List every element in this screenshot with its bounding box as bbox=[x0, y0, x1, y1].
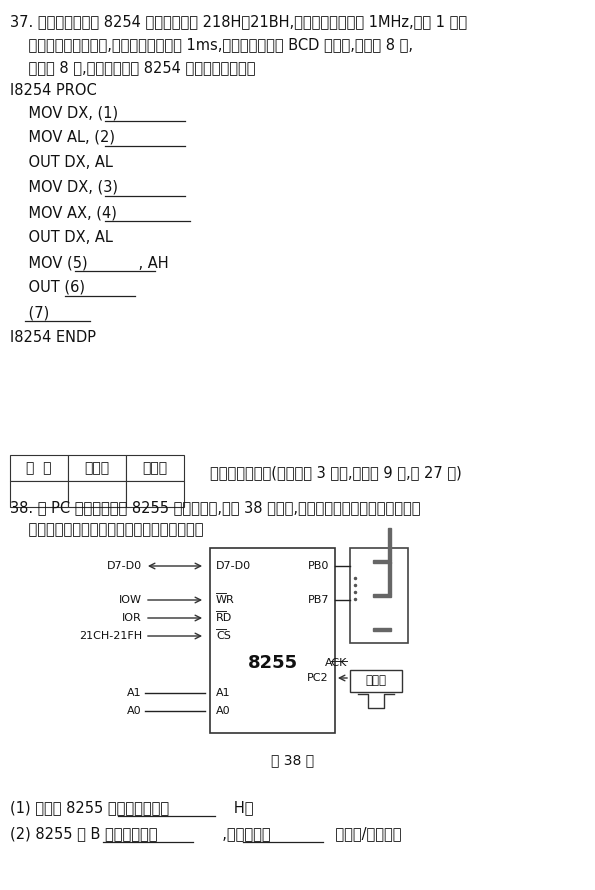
Text: A1: A1 bbox=[216, 688, 231, 698]
Text: 38. 设 PC 机外扩了一片 8255 及显示电路,如题 38 图所示,单脉冲电路产生的负脉冲模拟信: 38. 设 PC 机外扩了一片 8255 及显示电路,如题 38 图所示,单脉冲… bbox=[10, 500, 421, 515]
Bar bbox=[68, 455, 126, 481]
Text: 后写高 8 位,请完成下列对 8254 初始化的程序段。: 后写高 8 位,请完成下列对 8254 初始化的程序段。 bbox=[10, 60, 255, 75]
Text: I8254 ENDP: I8254 ENDP bbox=[10, 330, 96, 345]
Text: A0: A0 bbox=[127, 706, 142, 716]
Bar bbox=[373, 560, 391, 563]
Text: MOV DX, (1): MOV DX, (1) bbox=[10, 105, 118, 120]
Text: (7): (7) bbox=[10, 305, 49, 320]
Bar bbox=[68, 481, 126, 507]
Text: A0: A0 bbox=[216, 706, 231, 716]
Bar bbox=[350, 548, 408, 643]
Text: OUT (6): OUT (6) bbox=[10, 280, 85, 295]
Text: 得  分: 得 分 bbox=[26, 461, 52, 475]
Text: 复查人: 复查人 bbox=[142, 461, 168, 475]
Text: OUT DX, AL: OUT DX, AL bbox=[10, 155, 113, 170]
Text: D7-D0: D7-D0 bbox=[216, 561, 251, 571]
Bar bbox=[126, 455, 184, 481]
Bar bbox=[10, 455, 68, 481]
Text: OUT DX, AL: OUT DX, AL bbox=[10, 230, 113, 245]
Text: 题 38 图: 题 38 图 bbox=[271, 753, 314, 767]
Bar bbox=[373, 594, 391, 597]
Text: 数器工作在方波方式,输出信号的周期为 1ms,要求计数初值用 BCD 码方式,先写低 8 位,: 数器工作在方波方式,输出信号的周期为 1ms,要求计数初值用 BCD 码方式,先… bbox=[10, 37, 413, 52]
Text: (2) 8255 的 B 口工作在方式              ,传输方向是              （输出/输入）；: (2) 8255 的 B 口工作在方式 ,传输方向是 （输出/输入）； bbox=[10, 826, 402, 841]
Bar bbox=[388, 528, 391, 560]
Text: 8255: 8255 bbox=[248, 653, 298, 672]
Text: I8254 PROC: I8254 PROC bbox=[10, 83, 97, 98]
Text: CS: CS bbox=[216, 631, 231, 641]
Text: ACK: ACK bbox=[325, 658, 347, 668]
Text: 号控制数据传输的过程。根据要求回答问题。: 号控制数据传输的过程。根据要求回答问题。 bbox=[10, 522, 203, 537]
Text: 21CH-21FH: 21CH-21FH bbox=[79, 631, 142, 641]
Text: (1) 该外扩 8255 的控制口地址为              H；: (1) 该外扩 8255 的控制口地址为 H； bbox=[10, 800, 253, 815]
Text: 单脉冲: 单脉冲 bbox=[365, 675, 387, 687]
Text: A1: A1 bbox=[127, 688, 142, 698]
Bar bbox=[373, 628, 391, 631]
Text: RD: RD bbox=[216, 613, 232, 623]
Text: MOV AX, (4): MOV AX, (4) bbox=[10, 205, 117, 220]
Bar bbox=[10, 481, 68, 507]
Text: MOV AL, (2): MOV AL, (2) bbox=[10, 130, 115, 145]
Text: IOR: IOR bbox=[122, 613, 142, 623]
Bar bbox=[388, 562, 391, 594]
Text: 评卷人: 评卷人 bbox=[84, 461, 109, 475]
Text: 37. 设系统外扩一片 8254 的端口地址为 218H～21BH,若输入时钟频率为 1MHz,要求 1 号计: 37. 设系统外扩一片 8254 的端口地址为 218H～21BH,若输入时钟频… bbox=[10, 14, 467, 29]
Text: MOV (5)           , AH: MOV (5) , AH bbox=[10, 255, 168, 270]
Text: 五、综合应用题(本大题共 3 小题,每小题 9 分,共 27 分): 五、综合应用题(本大题共 3 小题,每小题 9 分,共 27 分) bbox=[210, 465, 462, 480]
Text: WR: WR bbox=[216, 595, 235, 605]
Text: PB7: PB7 bbox=[308, 595, 329, 605]
Text: PC2: PC2 bbox=[308, 673, 329, 683]
Text: D7-D0: D7-D0 bbox=[107, 561, 142, 571]
Text: MOV DX, (3): MOV DX, (3) bbox=[10, 180, 118, 195]
Bar bbox=[126, 481, 184, 507]
Text: PB0: PB0 bbox=[308, 561, 329, 571]
Bar bbox=[210, 548, 335, 733]
Bar bbox=[350, 670, 402, 692]
Text: IOW: IOW bbox=[119, 595, 142, 605]
